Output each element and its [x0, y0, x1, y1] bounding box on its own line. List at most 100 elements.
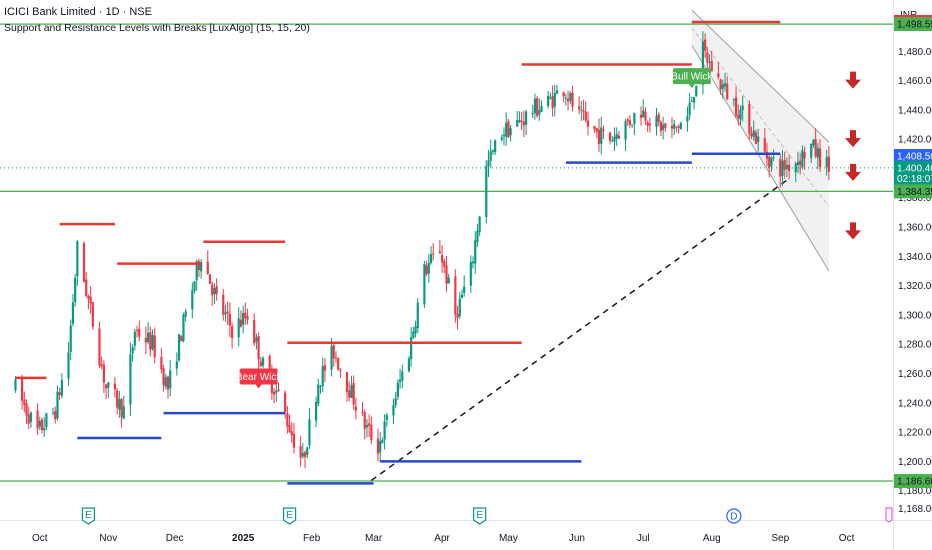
candle-body	[334, 357, 338, 359]
candle-body	[505, 123, 508, 137]
candle-body	[586, 120, 590, 127]
candle-body	[662, 124, 665, 130]
candle-body	[175, 361, 178, 369]
marker-letter: E	[286, 510, 293, 521]
candle-body	[131, 347, 134, 354]
dividend-marker-icon: D	[726, 508, 742, 524]
candle-body	[116, 390, 119, 408]
down-arrow-icon	[845, 71, 861, 89]
candle-body	[783, 159, 786, 170]
candle-body	[617, 135, 621, 139]
candle-body	[670, 125, 674, 129]
marker-letter: E	[476, 510, 483, 521]
candle-body	[288, 424, 291, 433]
upcoming-event-icon	[885, 507, 893, 523]
candle-body	[182, 314, 185, 341]
candle-body	[489, 151, 492, 161]
bull-wick-label: Bull Wick	[671, 68, 713, 89]
candle-body	[275, 390, 278, 393]
price-tick-label: 1,480.00	[898, 47, 932, 58]
candle-body	[40, 419, 44, 431]
candle-body	[98, 328, 101, 366]
candle-body	[239, 319, 243, 327]
channel-fill	[691, 10, 829, 271]
time-tick-label: Feb	[303, 533, 321, 544]
candle-body	[677, 126, 680, 128]
candle-body	[615, 134, 618, 139]
candle-body	[237, 318, 240, 338]
candle-body	[463, 286, 466, 294]
symbol-title[interactable]: ICICI Bank Limited · 1D · NSE	[4, 6, 152, 18]
candle-body	[432, 253, 435, 255]
candle-body	[330, 346, 333, 370]
candle-body	[578, 106, 581, 110]
candle-body	[85, 279, 88, 296]
candle-body	[679, 122, 682, 130]
candle-body	[308, 419, 311, 446]
candle-body	[474, 240, 477, 264]
candle-body	[657, 114, 660, 122]
candle-body	[222, 294, 225, 315]
channel-mid-line	[691, 27, 830, 207]
candle-body	[350, 385, 353, 398]
candle-body	[317, 384, 320, 404]
candle-body	[87, 295, 90, 299]
candle-body	[292, 433, 296, 448]
candle-body	[595, 128, 598, 132]
candle-body	[692, 97, 696, 103]
earnings-marker-icon: E	[81, 507, 96, 525]
candle-body	[102, 364, 105, 383]
indicator-title[interactable]: Support and Resistance Levels with Break…	[4, 22, 310, 34]
candle-body	[36, 410, 39, 429]
candle-body	[23, 399, 26, 405]
candle-body	[56, 391, 59, 419]
channel-top-line	[691, 9, 830, 143]
price-tick-label: 1,280.00	[898, 340, 932, 351]
candle-body	[306, 447, 309, 455]
price-tick-label: 1,460.00	[898, 76, 932, 87]
candle-body	[398, 379, 402, 383]
price-tick-label: 1,180.00	[898, 486, 932, 497]
candle-body	[507, 121, 510, 138]
candle-body	[538, 110, 541, 115]
label-text: Bull Wick	[671, 72, 713, 83]
candle-body	[122, 406, 125, 419]
candle-body	[135, 329, 139, 331]
candle-body	[799, 160, 802, 166]
candle-body	[58, 392, 61, 396]
candle-body	[226, 311, 229, 314]
candle-body	[549, 97, 552, 99]
candle-body	[796, 161, 800, 165]
candle-body	[801, 150, 804, 168]
candle-body	[768, 156, 771, 168]
price-badge: 1,384.35	[894, 184, 932, 199]
candle-body	[628, 120, 632, 125]
candle-body	[255, 337, 258, 342]
candle-body	[717, 73, 720, 78]
price-tick-label: 1,380.00	[898, 193, 932, 204]
candle-body	[261, 358, 265, 366]
candle-body	[339, 370, 342, 372]
candle-body	[268, 356, 271, 375]
candle-body	[376, 438, 380, 454]
candle-body	[365, 424, 369, 428]
candle-body	[734, 97, 738, 116]
candle-body	[144, 337, 147, 343]
candle-body	[438, 251, 441, 254]
time-tick-label: Oct	[839, 533, 855, 544]
price-tick-label: 1,440.00	[898, 105, 932, 116]
candle-body	[500, 137, 503, 140]
candle-body	[509, 128, 512, 136]
candle-body	[361, 411, 364, 413]
candle-body	[153, 335, 156, 358]
candle-body	[370, 424, 373, 441]
candle-body	[695, 85, 698, 97]
candle-body	[540, 106, 543, 112]
time-tick-label: Aug	[703, 533, 721, 544]
candle-body	[138, 329, 141, 337]
candle-body	[410, 337, 413, 360]
candle-body	[407, 358, 411, 372]
candle-body	[414, 326, 417, 334]
candle-body	[107, 382, 110, 388]
